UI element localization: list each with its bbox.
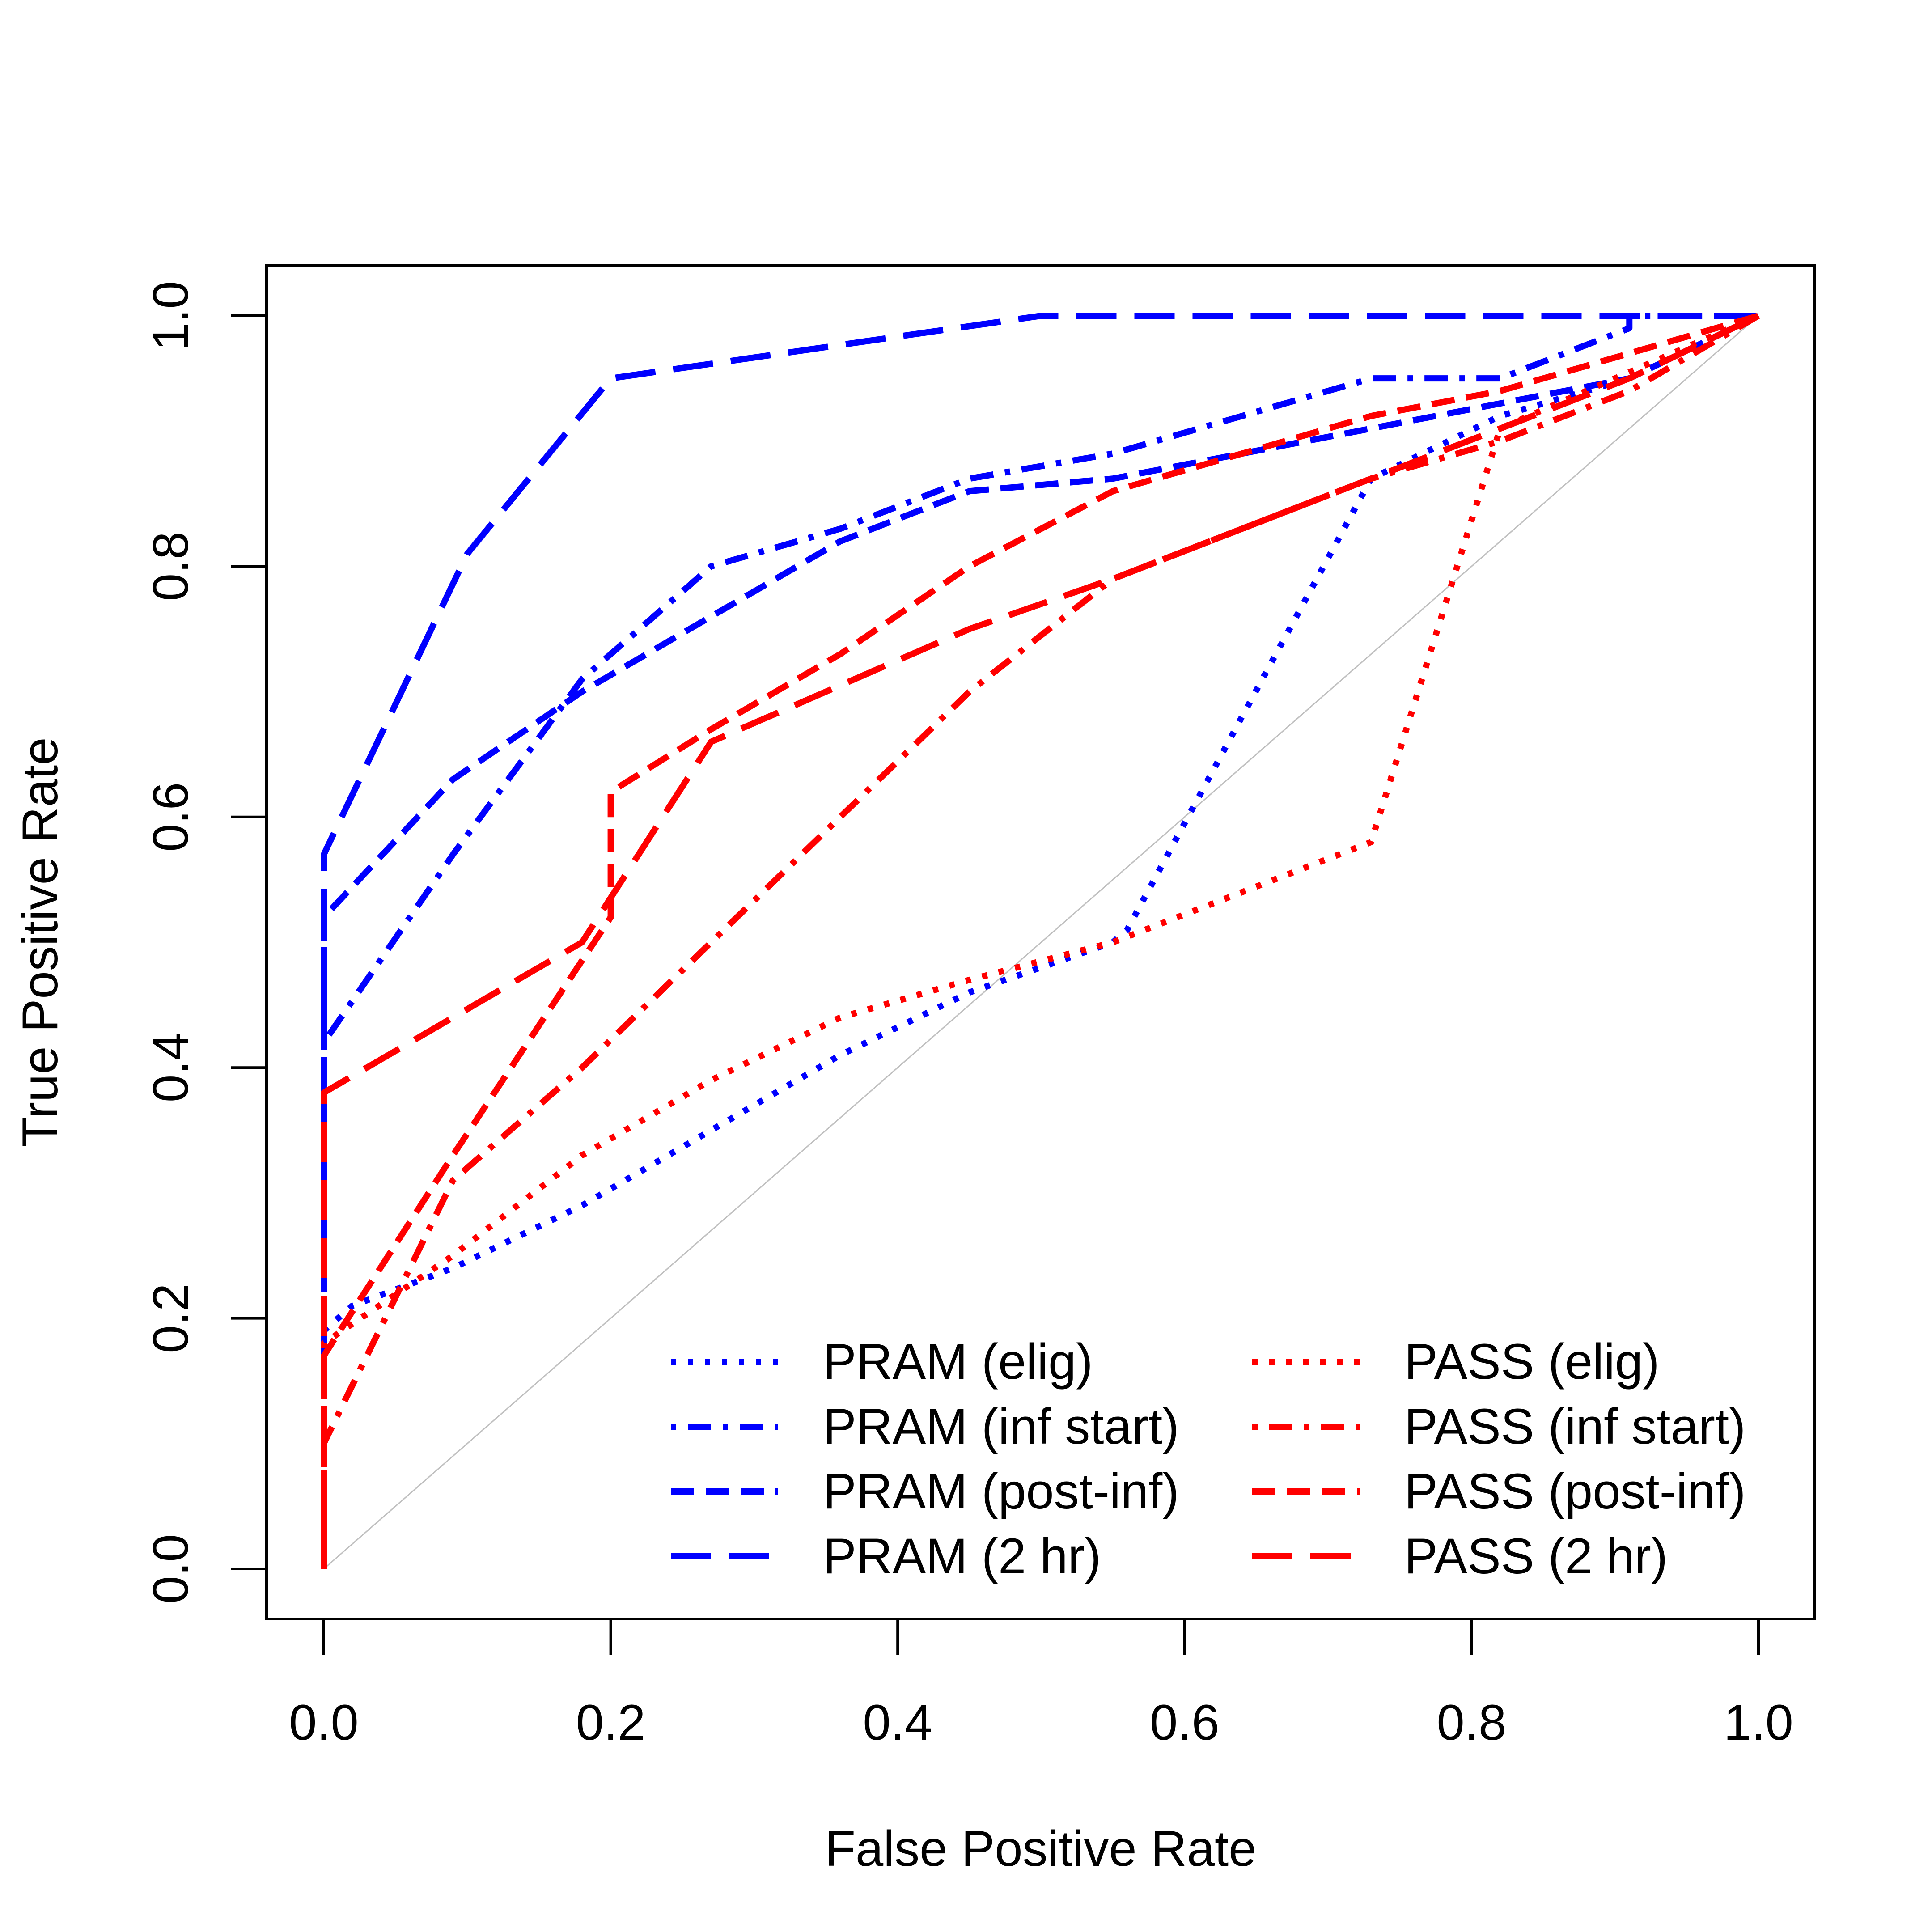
y-tick-label: 0.2 [143,1284,199,1353]
legend-label-8: PASS (2 hr) [1404,1528,1668,1584]
series-line-3 [321,313,1760,1569]
x-axis-label: False Positive Rate [825,1821,1257,1877]
x-tick-label: 0.8 [1437,1695,1507,1750]
series-line-7 [321,313,1759,1569]
legend-label-4: PRAM (2 hr) [823,1528,1101,1584]
y-axis-label: True Positive Rate [12,737,68,1147]
legend-label-3: PRAM (post-inf) [823,1463,1179,1519]
y-tick-label: 0.8 [143,532,199,602]
x-tick-label: 0.0 [289,1695,359,1750]
legend-label-7: PASS (post-inf) [1404,1463,1746,1519]
series-line-1 [321,313,1760,1569]
reference-diagonal [323,315,1759,1570]
x-tick-label: 1.0 [1724,1695,1793,1750]
series-line-4 [321,313,1758,1569]
legend-label-6: PASS (inf start) [1404,1398,1746,1454]
series-line-6 [321,313,1760,1569]
legend-label-2: PRAM (inf start) [823,1398,1179,1454]
series-layer [321,313,1760,1569]
series-line-5 [321,313,1760,1569]
legend: PRAM (elig) PRAM (inf start) PRAM (post-in… [671,1334,1746,1584]
y-tick-label: 0.0 [143,1534,199,1604]
y-tick-label: 1.0 [143,281,199,351]
x-tick-label: 0.6 [1150,1695,1220,1750]
y-tick-label: 0.6 [143,782,199,852]
x-tick-label: 0.4 [863,1695,932,1750]
y-tick-label: 0.4 [143,1033,199,1102]
axes-layer: 0.0 0.2 0.4 0.6 0.8 1.0 0.0 0.2 0.4 0.6 0.8 1.0 [143,281,1793,1750]
x-tick-label: 0.2 [576,1695,646,1750]
series-line-2 [321,313,1758,1569]
series-line-8 [321,313,1760,1569]
legend-label-5: PASS (elig) [1404,1334,1660,1390]
legend-label-1: PRAM (elig) [823,1334,1093,1390]
